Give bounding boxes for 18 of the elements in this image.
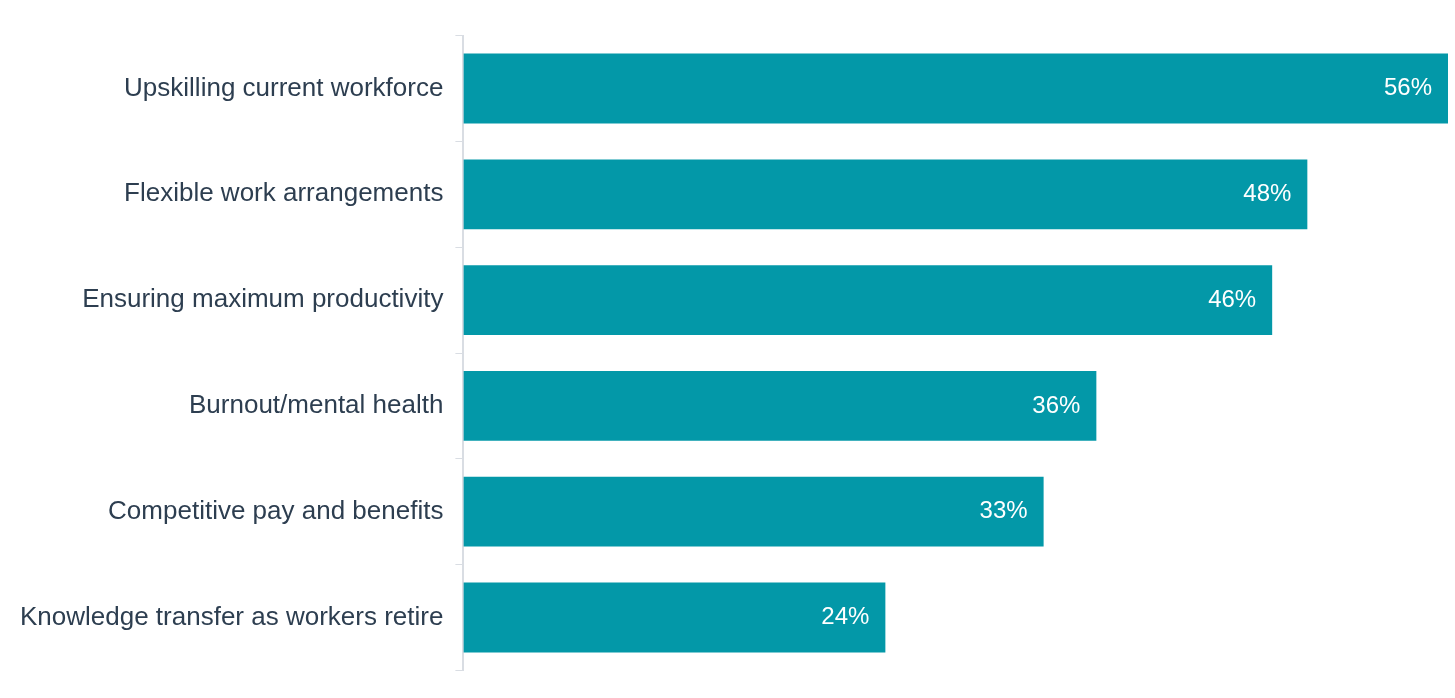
- data-label: 46%: [1208, 284, 1257, 312]
- data-label: 36%: [1032, 390, 1081, 418]
- data-label: 48%: [1243, 178, 1292, 206]
- y-tick-label: Competitive pay and benefits: [108, 494, 444, 525]
- bar: [463, 370, 1097, 441]
- y-tick-label: Ensuring maximum productivity: [82, 283, 444, 314]
- y-tick-label: Burnout/mental health: [189, 389, 444, 420]
- bar: [463, 265, 1273, 336]
- y-tick-label: Flexible work arrangements: [124, 177, 444, 208]
- bar: [463, 53, 1448, 124]
- data-label: 33%: [979, 496, 1028, 524]
- y-tick-label: Knowledge transfer as workers retire: [20, 600, 444, 631]
- data-label: 56%: [1383, 73, 1432, 101]
- y-tick-label: Upskilling current workforce: [124, 71, 444, 102]
- bar: [463, 582, 886, 653]
- data-label: 24%: [821, 602, 870, 630]
- bar: [463, 159, 1308, 230]
- bar: [463, 476, 1044, 547]
